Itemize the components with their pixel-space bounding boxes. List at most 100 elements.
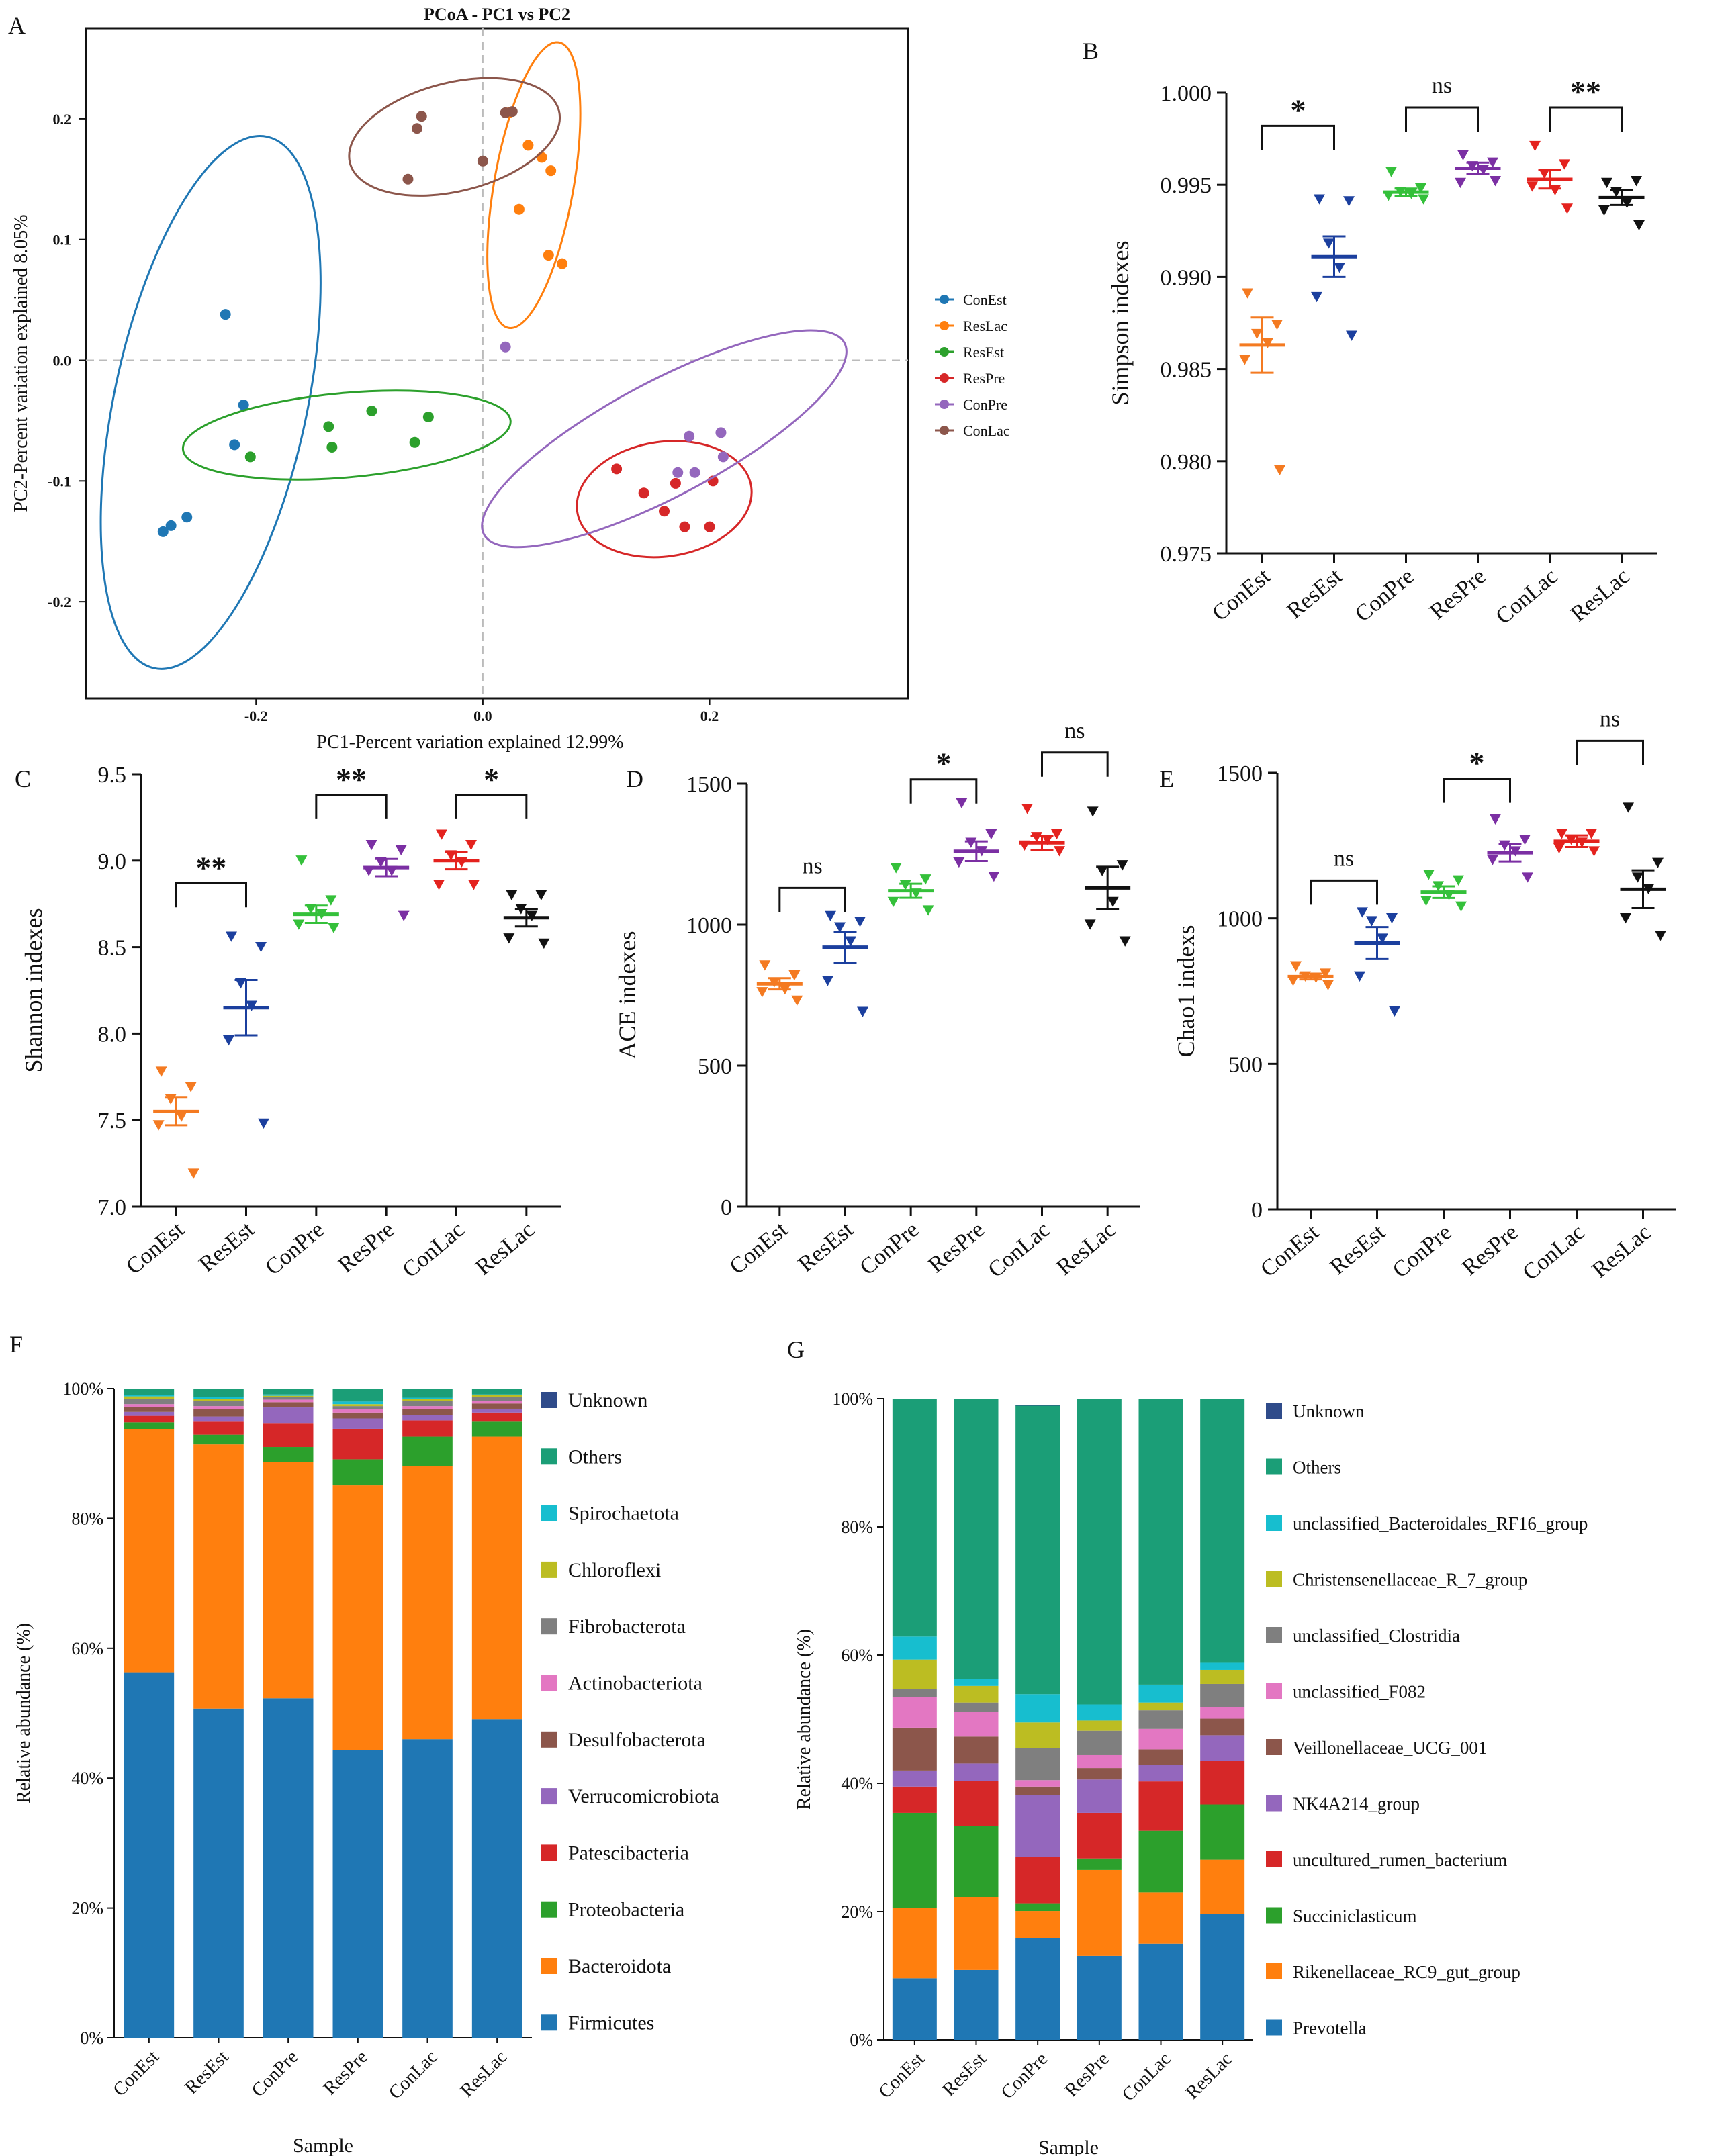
y-tick-label: 0.980 [1161,450,1212,475]
significance-bracket [315,794,388,819]
sample-point [788,970,801,981]
bar-segment [402,1408,453,1415]
sample-point [1323,238,1334,249]
bar-segment [332,1428,383,1460]
sample-point [535,890,547,900]
x-tick-label: 0.0 [473,708,492,724]
legend-swatch [1266,1571,1282,1587]
significance-label: ns [1432,73,1452,98]
pcoa-point [323,421,334,432]
bar-segment [402,1401,453,1407]
bar-segment [124,1395,175,1397]
significance-label: ** [1570,75,1601,109]
y-axis-label: ACE indexes [614,931,641,1060]
y-axis-label: Relative abundance (%) [13,1623,34,1803]
bar-segment [954,1736,999,1764]
sample-point [1487,855,1498,865]
sample-point [1598,205,1610,216]
pcoa-point [513,203,525,215]
bar-segment [471,1421,522,1437]
legend-swatch [1266,1795,1282,1812]
y-tick-label: 1000 [686,913,732,938]
bar-segment [332,1485,383,1750]
x-tick-label: -0.2 [244,708,268,724]
bar-segment [193,1399,244,1401]
bar-segment [263,1399,314,1403]
sample-point [1519,835,1531,845]
sample-point [899,880,911,890]
sample-point [246,1000,257,1011]
sample-point [791,995,803,1006]
bar-segment [954,1685,999,1703]
plot-title: PCoA - PC1 vs PC2 [424,5,570,24]
x-tick-label: ConLac [1491,564,1562,630]
bar-segment [954,1781,999,1826]
significance-label: ns [803,853,823,878]
bar-segment [1077,1730,1122,1755]
significance-label: ** [195,850,226,884]
x-tick-label: ConPre [1351,564,1419,627]
bar-segment [892,1727,937,1771]
bar-segment [332,1750,383,2038]
bar-segment [1015,1795,1060,1857]
bar-segment [124,1407,175,1412]
sample-point [1467,161,1478,172]
bar-segment [471,1412,522,1422]
x-axis-label: Sample [1038,2137,1099,2156]
legend-swatch [541,1618,557,1635]
y-tick-label: 9.5 [98,763,127,788]
sample-point [1561,203,1573,214]
sample-point [1631,176,1642,187]
bar-segment [1200,1707,1245,1719]
bar-segment [193,1389,244,1397]
bar-segment [892,1978,937,2040]
legend-marker [940,295,949,304]
x-tick-label: ResPre [1061,2049,1113,2101]
pcoa-point [181,512,193,523]
sample-point [1423,870,1435,880]
sample-point [1087,806,1099,817]
legend-swatch [1266,1403,1282,1419]
sample-point [1522,872,1533,883]
y-tick-label: 0.985 [1161,358,1212,383]
sample-point [1418,194,1429,205]
legend-label: Unknown [1293,1401,1365,1421]
confidence-ellipse [576,440,753,559]
x-tick-label: ConLac [1118,2049,1175,2106]
pcoa-point [326,441,338,453]
bar-segment [1077,1779,1122,1813]
legend-swatch [1266,2019,1282,2036]
panel-label-d: D [626,765,643,792]
x-tick-label: ConEst [875,2049,929,2102]
sample-point [1539,169,1550,179]
legend-label: Rikenellaceae_RC9_gut_group [1293,1962,1520,1982]
bar-segment [1138,1399,1183,1685]
sample-point [395,845,407,855]
sample-point [1601,177,1612,189]
legend-label: ConLac [963,422,1010,439]
pcoa-point [704,521,715,532]
bar-segment [1015,1903,1060,1912]
bar-segment [1015,1405,1060,1695]
significance-label: * [484,762,499,796]
sample-point [1420,896,1432,906]
legend-label: Christensenellaceae_R_7_group [1293,1570,1527,1590]
bar-segment [124,1404,175,1407]
bar-segment [1138,1684,1183,1703]
legend-swatch [541,1958,557,1974]
sample-point [988,871,1000,882]
sample-point [887,896,899,908]
legend-label: Fibrobacterota [568,1615,686,1638]
x-tick-label: ResLac [1588,1220,1656,1283]
pcoa-point [638,487,649,499]
sample-point [890,863,902,874]
bar-segment [1138,1781,1183,1831]
bar-segment [1015,1911,1060,1938]
bar-segment [332,1409,383,1413]
legend-label: Others [568,1446,622,1468]
sample-point [857,1006,868,1017]
sample-point [365,839,377,851]
y-tick-label: 60% [841,1646,873,1665]
legend-swatch [541,1505,557,1521]
sample-point [1322,980,1334,990]
